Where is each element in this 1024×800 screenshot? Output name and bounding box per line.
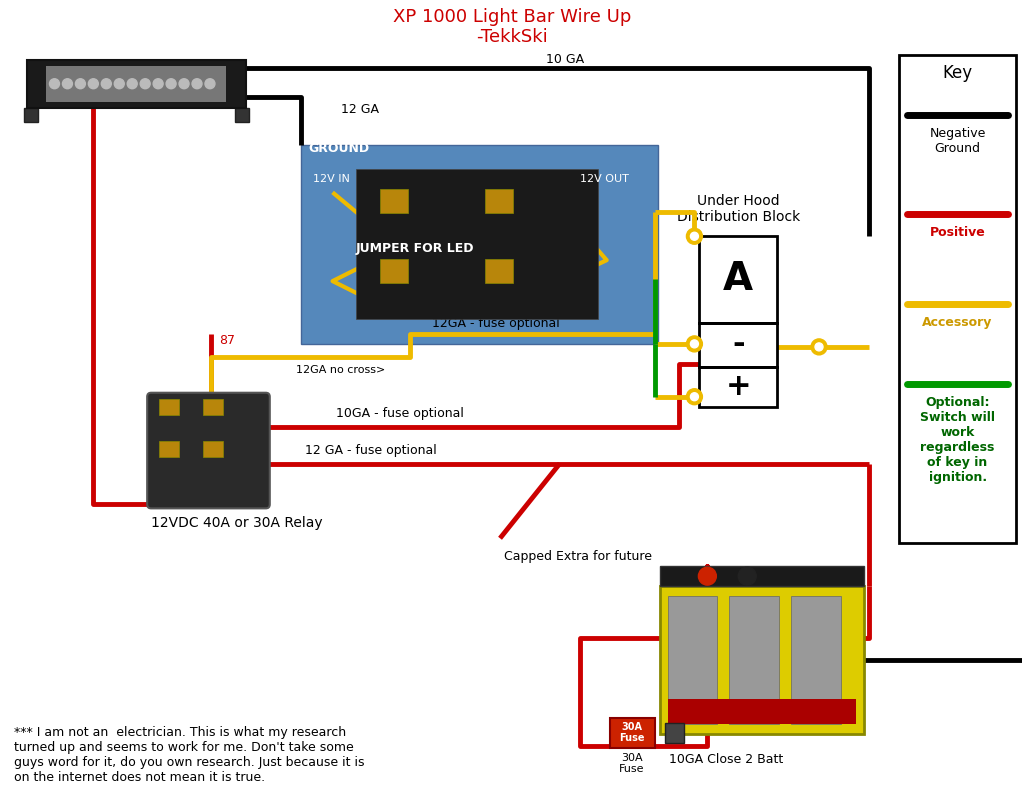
Text: 12V OUT: 12V OUT [580, 174, 629, 185]
Bar [699, 367, 777, 406]
Bar [46, 66, 226, 102]
Bar [668, 698, 856, 724]
Text: 12V IN: 12V IN [312, 174, 349, 185]
Text: 12GA no cross>: 12GA no cross> [296, 365, 385, 375]
Text: GROUND: GROUND [308, 142, 370, 154]
Text: Accessory: Accessory [923, 316, 992, 329]
Bar [301, 145, 657, 344]
Bar [699, 323, 777, 367]
Text: Negative
Ground: Negative Ground [930, 126, 986, 154]
Circle shape [205, 78, 215, 89]
Text: 12 GA: 12 GA [341, 103, 379, 116]
Bar [668, 596, 718, 724]
Bar [203, 441, 223, 457]
Circle shape [686, 336, 702, 352]
Text: Key: Key [942, 64, 973, 82]
Text: +: + [725, 372, 751, 402]
Circle shape [101, 78, 112, 89]
Bar [485, 190, 513, 214]
Bar [899, 55, 1017, 543]
Circle shape [686, 389, 702, 405]
Text: 87: 87 [219, 334, 234, 347]
Bar [159, 441, 179, 457]
Text: 10GA: 10GA [665, 650, 698, 662]
FancyBboxPatch shape [147, 393, 269, 508]
Text: 10GA Close 2 Batt: 10GA Close 2 Batt [670, 753, 783, 766]
Circle shape [179, 78, 189, 89]
Text: 12 GA - fuse optional: 12 GA - fuse optional [304, 444, 436, 457]
Circle shape [115, 78, 124, 89]
Text: 12GA - fuse optional: 12GA - fuse optional [432, 318, 560, 330]
Bar [27, 60, 246, 108]
Text: 10 GA: 10 GA [546, 54, 584, 66]
Circle shape [140, 78, 151, 89]
Bar [381, 259, 409, 283]
Text: 30A
Fuse: 30A Fuse [618, 753, 644, 774]
Text: XP 1000 Light Bar Wire Up
-TekkSki: XP 1000 Light Bar Wire Up -TekkSki [393, 7, 631, 46]
Circle shape [76, 78, 85, 89]
Circle shape [738, 567, 756, 585]
Bar [659, 586, 864, 734]
Circle shape [690, 393, 698, 401]
Bar [203, 398, 223, 414]
Circle shape [127, 78, 137, 89]
Bar [355, 170, 598, 319]
Text: Under Hood
Distribution Block: Under Hood Distribution Block [677, 194, 800, 224]
Bar [792, 596, 841, 724]
Circle shape [166, 78, 176, 89]
Bar [485, 259, 513, 283]
Text: A: A [723, 260, 754, 298]
Text: Optional:
Switch will
work
regardless
of key in
ignition.: Optional: Switch will work regardless of… [921, 396, 995, 484]
Text: -: - [732, 330, 744, 359]
Circle shape [88, 78, 98, 89]
Text: *** I am not an  electrician. This is what my research
turned up and seems to wo: *** I am not an electrician. This is wha… [13, 726, 365, 784]
Circle shape [811, 339, 827, 355]
Text: JUMPER FOR LED: JUMPER FOR LED [355, 242, 474, 255]
Circle shape [686, 228, 702, 244]
Text: 30A
Fuse: 30A Fuse [618, 722, 644, 743]
Circle shape [62, 78, 73, 89]
Bar [609, 718, 654, 747]
Text: 10GA - fuse optional: 10GA - fuse optional [337, 407, 464, 420]
Circle shape [690, 340, 698, 348]
Bar [24, 108, 38, 122]
Circle shape [815, 343, 823, 351]
Text: Capped Extra for future: Capped Extra for future [504, 550, 652, 562]
Text: Positive: Positive [930, 226, 985, 239]
Bar [699, 236, 777, 323]
Text: 86: 86 [172, 422, 188, 435]
Bar [665, 722, 684, 742]
Circle shape [154, 78, 163, 89]
Circle shape [193, 78, 202, 89]
Bar [659, 566, 864, 586]
Text: 12VDC 40A or 30A Relay: 12VDC 40A or 30A Relay [152, 516, 323, 530]
Bar [159, 398, 179, 414]
Circle shape [690, 232, 698, 240]
Circle shape [698, 567, 717, 585]
Circle shape [49, 78, 59, 89]
Bar [729, 596, 779, 724]
Text: 30: 30 [172, 459, 188, 472]
Bar [381, 190, 409, 214]
Bar [234, 108, 249, 122]
